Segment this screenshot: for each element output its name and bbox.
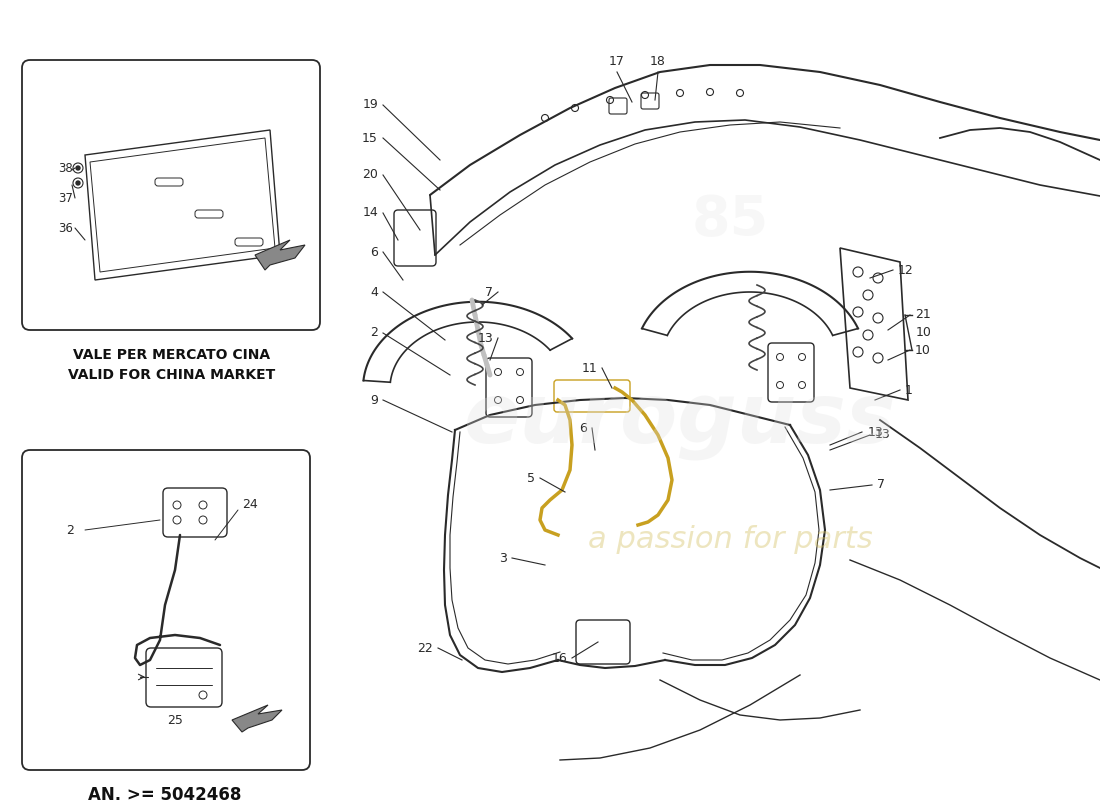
Text: a passion for parts: a passion for parts [587,526,872,554]
Text: 1: 1 [905,383,913,397]
Text: 4: 4 [370,286,378,298]
Text: 12: 12 [898,263,914,277]
Text: 37: 37 [58,191,73,205]
Text: euroguss: euroguss [464,379,896,461]
Text: 3: 3 [499,551,507,565]
Circle shape [76,166,80,170]
Text: 7: 7 [877,478,886,491]
Text: 21: 21 [915,309,931,322]
Text: 13: 13 [477,331,493,345]
Text: 17: 17 [609,55,625,68]
Text: 2: 2 [66,523,74,537]
Text: 5: 5 [527,471,535,485]
Text: 13: 13 [868,426,883,438]
Text: 15: 15 [362,131,378,145]
Text: VALE PER MERCATO CINA: VALE PER MERCATO CINA [74,348,271,362]
Text: AN. >= 5042468: AN. >= 5042468 [88,786,242,800]
Text: 38: 38 [58,162,73,174]
Text: 14: 14 [362,206,378,219]
Text: 22: 22 [417,642,433,654]
Text: 2: 2 [370,326,378,339]
Text: 11: 11 [581,362,597,374]
Polygon shape [255,240,305,270]
Text: 13: 13 [874,429,891,442]
Text: 20: 20 [362,169,378,182]
Text: 25: 25 [167,714,183,726]
Text: 10: 10 [916,326,932,338]
Text: 24: 24 [242,498,257,511]
Text: 6: 6 [370,246,378,258]
Text: 7: 7 [485,286,493,298]
Text: 16: 16 [551,651,566,665]
Circle shape [76,181,80,185]
Text: 6: 6 [579,422,587,434]
Polygon shape [232,705,282,732]
Text: 19: 19 [362,98,378,111]
Text: 10: 10 [915,343,931,357]
Text: 18: 18 [650,55,666,68]
Text: 85: 85 [692,193,769,247]
Text: 9: 9 [370,394,378,406]
Text: 36: 36 [58,222,73,234]
Text: VALID FOR CHINA MARKET: VALID FOR CHINA MARKET [68,368,276,382]
